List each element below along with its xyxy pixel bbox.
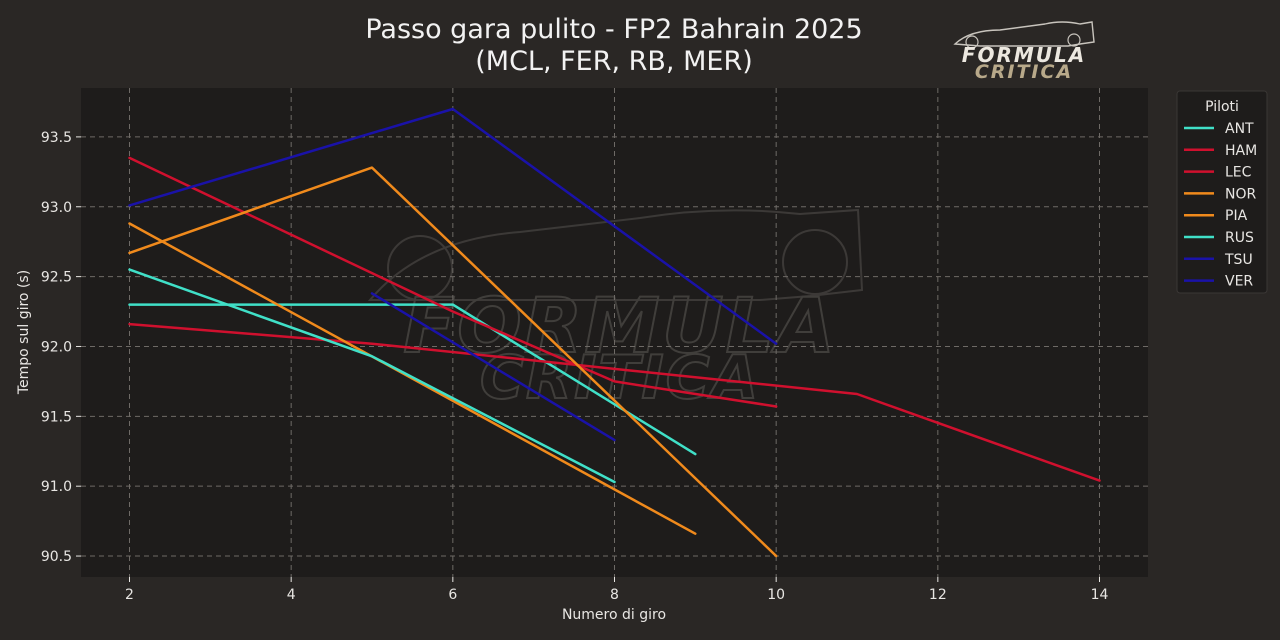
legend-title: Piloti <box>1205 99 1239 115</box>
watermark: FORMULA CRITICA <box>367 208 864 414</box>
chart-title: Passo gara pulito - FP2 Bahrain 2025 <box>365 14 862 45</box>
chart-subtitle: (MCL, FER, RB, MER) <box>475 46 753 77</box>
legend-label-ver: VER <box>1225 274 1253 290</box>
series-line-ver <box>128 107 778 345</box>
legend-label-tsu: TSU <box>1224 252 1253 268</box>
y-tick-label: 91.0 <box>41 479 72 495</box>
legend-label-pia: PIA <box>1225 208 1248 224</box>
x-tick-label: 8 <box>610 587 619 603</box>
x-tick-label: 2 <box>125 587 134 603</box>
x-tick-label: 10 <box>767 587 785 603</box>
x-tick-label: 12 <box>929 587 947 603</box>
y-axis-label: Tempo sul giro (s) <box>16 270 32 395</box>
grid <box>81 88 1148 577</box>
y-axis-ticks: 90.5 91.0 91.5 92.0 92.5 93.0 93.5 <box>41 130 81 565</box>
y-tick-label: 91.5 <box>41 409 72 425</box>
x-tick-label: 4 <box>287 587 296 603</box>
legend-label-nor: NOR <box>1225 186 1256 202</box>
legend-label-lec: LEC <box>1225 165 1252 181</box>
series-line-ham <box>128 156 778 408</box>
watermark-line2: CRITICA <box>480 343 760 413</box>
legend-label-ham: HAM <box>1225 143 1257 159</box>
logo-line1: FORMULA <box>962 43 1086 67</box>
logo: FORMULA CRITICA <box>953 21 1095 83</box>
y-tick-label: 92.0 <box>41 339 72 355</box>
x-axis-ticks: 2 4 6 8 10 12 14 <box>125 577 1108 603</box>
series-line-nor <box>128 166 778 558</box>
x-tick-label: 14 <box>1091 587 1109 603</box>
y-tick-label: 93.0 <box>41 200 72 216</box>
series-line-ant <box>128 303 697 456</box>
legend-label-rus: RUS <box>1225 230 1254 246</box>
series-line-lec <box>128 322 1101 482</box>
y-tick-label: 93.5 <box>41 130 72 146</box>
series-line-tsu <box>370 292 616 442</box>
logo-line2: CRITICA <box>975 61 1073 83</box>
series-line-rus <box>128 268 616 484</box>
legend-label-ant: ANT <box>1225 121 1254 137</box>
y-tick-label: 92.5 <box>41 270 72 286</box>
legend: Piloti ANT HAM LEC NOR PIA RUS TSU VER <box>1176 90 1268 294</box>
x-axis-label: Numero di giro <box>562 607 666 623</box>
series-layer <box>128 107 1101 558</box>
y-tick-label: 90.5 <box>41 549 72 565</box>
x-tick-label: 6 <box>448 587 457 603</box>
legend-box <box>1176 90 1268 294</box>
car-outline-icon <box>953 21 1095 47</box>
